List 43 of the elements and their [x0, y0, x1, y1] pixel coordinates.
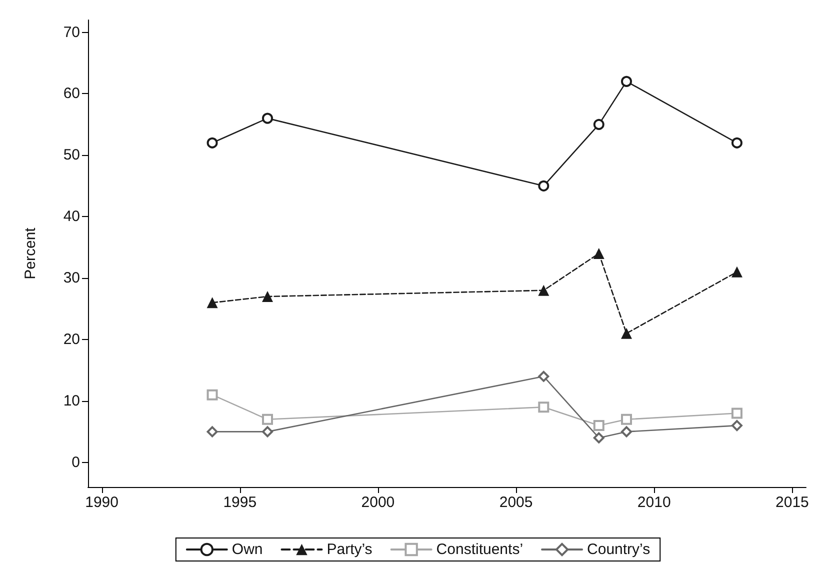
point [206, 137, 218, 148]
x-tick-label: 1995 [223, 494, 257, 511]
x-tick-label: 2005 [499, 494, 533, 511]
y-tick-label: 60 [63, 85, 80, 102]
y-tick-label: 0 [72, 454, 80, 471]
y-tick-label: 30 [63, 270, 80, 287]
point [593, 248, 604, 259]
point [262, 291, 273, 302]
point [262, 112, 273, 124]
legend-label: Constituents’ [436, 541, 524, 558]
point [593, 432, 604, 444]
point [206, 297, 218, 308]
x-tick-label: 2010 [637, 494, 671, 511]
legend-label: Party’s [326, 541, 372, 558]
legend-label: Country’s [587, 541, 650, 558]
point [538, 402, 550, 413]
x-tick-label: 1990 [85, 494, 118, 511]
point [621, 76, 632, 87]
y-tick-label: 70 [63, 24, 80, 41]
point [731, 408, 742, 419]
point [206, 389, 218, 400]
x-tick-label: 2015 [776, 494, 809, 511]
y-tick-label: 10 [63, 392, 80, 410]
point [538, 284, 550, 296]
x-tick-label: 2000 [361, 494, 395, 511]
point [621, 426, 632, 438]
point [731, 266, 742, 278]
y-tick-label: 40 [63, 208, 80, 226]
point [206, 426, 218, 438]
point [262, 426, 273, 438]
point [262, 414, 273, 425]
y-axis-title: Percent [22, 226, 39, 280]
point [538, 370, 550, 382]
point [731, 137, 742, 148]
y-tick-label: 20 [63, 331, 80, 348]
point [731, 420, 742, 432]
y-tick-label: 50 [63, 146, 80, 164]
point [538, 180, 550, 192]
point [593, 118, 604, 130]
point [593, 420, 604, 432]
point [621, 414, 632, 425]
legend-label: Own [232, 541, 263, 558]
point [621, 328, 632, 339]
